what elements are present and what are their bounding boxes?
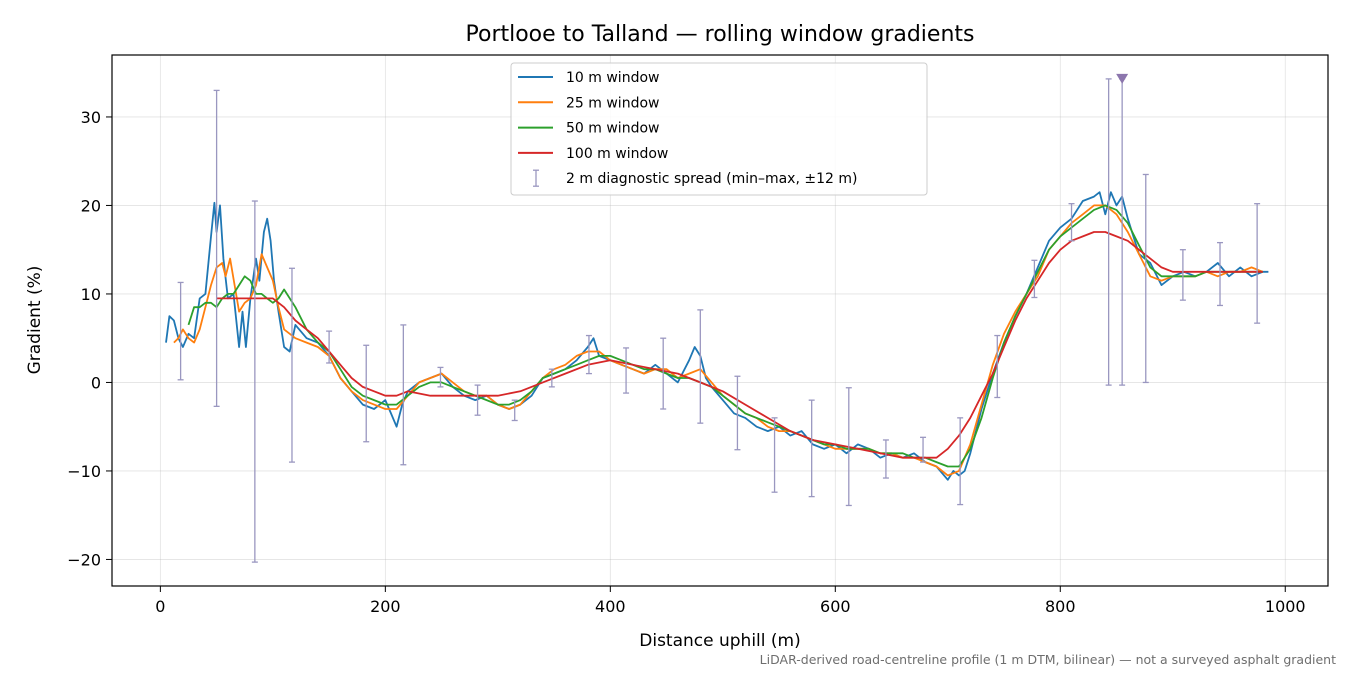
plot-frame (111, 54, 1329, 587)
legend-label-4: 100 m window (566, 146, 668, 162)
error-bar (1179, 249, 1186, 301)
x-tick-label: 600 (820, 597, 851, 616)
error-bar (660, 337, 667, 410)
series-line-4 (216, 231, 1263, 459)
series-line-2 (173, 204, 1264, 477)
errorbar-layer (177, 78, 1261, 563)
error-bar (1119, 78, 1126, 386)
y-tick-label: 10 (81, 285, 101, 304)
y-tick-label: 30 (81, 108, 101, 127)
error-bar (1142, 173, 1149, 384)
y-tick-label: −20 (67, 550, 101, 569)
legend-label-3: 50 m window (566, 121, 659, 137)
error-bar (474, 384, 481, 416)
legend: 10 m window 25 m window 50 m window 100 m w… (510, 62, 928, 196)
error-bar (771, 417, 778, 493)
error-bar (1254, 203, 1261, 324)
axis-ticks: 0 200 400 600 800 1000 −20 −10 0 10 20 30 (67, 108, 1305, 616)
x-tick-label: 400 (595, 597, 626, 616)
legend-label-1: 10 m window (566, 70, 659, 86)
error-bar (251, 200, 258, 563)
legend-label-2: 25 m window (566, 95, 659, 111)
series-layer (165, 191, 1269, 481)
footnote: LiDAR-derived road-centreline profile (1… (760, 652, 1336, 667)
error-bar (957, 417, 964, 506)
x-tick-label: 800 (1045, 597, 1076, 616)
error-bar (920, 436, 927, 463)
y-tick-label: −10 (67, 462, 101, 481)
error-bar (363, 344, 370, 443)
x-tick-label: 1000 (1265, 597, 1306, 616)
x-tick-label: 200 (370, 597, 401, 616)
error-bar (845, 387, 852, 507)
error-bar (1217, 241, 1224, 307)
error-bar (511, 399, 518, 422)
error-bar (437, 366, 444, 388)
error-bar (400, 324, 407, 466)
error-bar (585, 334, 592, 375)
y-tick-label: 0 (91, 373, 101, 392)
error-bar (1068, 203, 1075, 242)
error-bar (882, 439, 889, 479)
legend-box (510, 62, 928, 196)
error-bar (288, 267, 295, 463)
chart-title: Portlooe to Talland — rolling window gra… (466, 22, 975, 47)
error-bar (623, 347, 630, 394)
series-line-1 (165, 191, 1269, 481)
marker-layer (1116, 73, 1129, 84)
error-bar (734, 375, 741, 451)
error-bar (994, 334, 1001, 399)
error-bar (808, 399, 815, 498)
grid-lines (112, 55, 1328, 586)
y-axis-label: Gradient (%) (25, 266, 45, 375)
error-bar (213, 89, 220, 407)
legend-label-errorbar: 2 m diagnostic spread (min–max, ±12 m) (566, 171, 857, 187)
x-axis-label: Distance uphill (m) (639, 631, 800, 651)
error-bar (326, 330, 333, 364)
error-bar (548, 368, 555, 388)
error-bar (697, 309, 704, 424)
error-bar (1105, 78, 1112, 386)
error-bar (177, 281, 184, 381)
x-tick-label: 0 (155, 597, 165, 616)
error-bar (1031, 259, 1038, 299)
legend-swatch-errorbar (533, 169, 539, 187)
y-tick-label: 20 (81, 196, 101, 215)
peak-marker (1116, 73, 1129, 84)
series-line-3 (187, 204, 1263, 468)
